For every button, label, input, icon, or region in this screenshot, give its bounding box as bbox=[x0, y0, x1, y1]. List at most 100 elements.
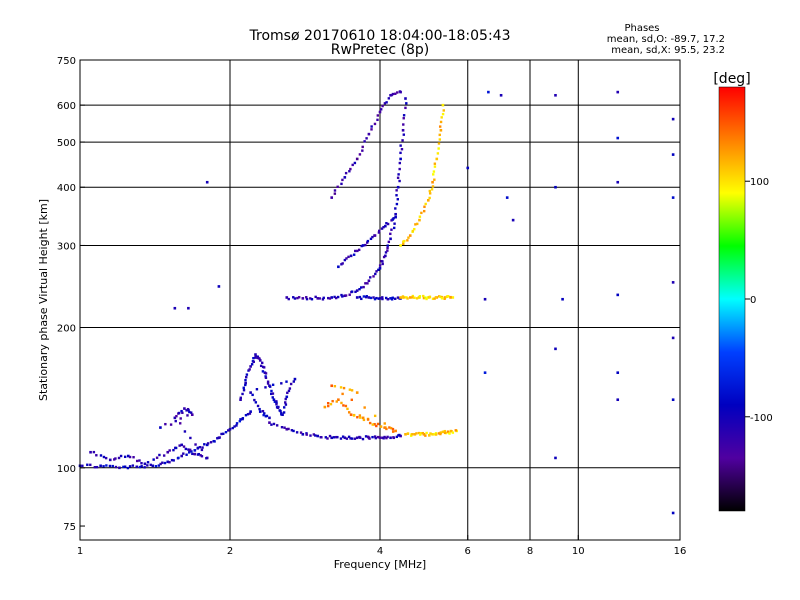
data-point bbox=[381, 436, 384, 439]
data-point bbox=[355, 391, 359, 394]
data-point bbox=[335, 400, 338, 403]
data-point bbox=[305, 432, 308, 435]
data-point bbox=[184, 447, 188, 451]
data-point bbox=[105, 464, 108, 467]
data-point bbox=[415, 297, 419, 300]
data-point bbox=[348, 170, 351, 173]
x-tick-label: 4 bbox=[377, 546, 383, 557]
data-point bbox=[337, 398, 340, 402]
data-point bbox=[270, 423, 273, 426]
data-point bbox=[264, 372, 268, 375]
data-point bbox=[309, 434, 312, 437]
data-point bbox=[428, 295, 432, 298]
data-point bbox=[402, 117, 405, 120]
data-point bbox=[397, 173, 400, 176]
data-point bbox=[332, 436, 336, 439]
data-point bbox=[440, 295, 444, 299]
colorbar-tick-label: 100 bbox=[750, 177, 769, 188]
data-point bbox=[188, 410, 191, 414]
data-point bbox=[123, 465, 127, 468]
data-point bbox=[448, 432, 451, 435]
data-point bbox=[280, 413, 283, 416]
data-point bbox=[292, 429, 295, 433]
data-point bbox=[350, 389, 354, 392]
data-point bbox=[99, 454, 103, 457]
data-point bbox=[159, 462, 162, 466]
data-point bbox=[437, 142, 441, 145]
data-point bbox=[200, 448, 204, 452]
data-point bbox=[334, 296, 338, 300]
data-point bbox=[265, 414, 269, 418]
data-point bbox=[322, 296, 325, 300]
data-point bbox=[364, 282, 367, 285]
data-point bbox=[194, 443, 197, 446]
data-point bbox=[671, 281, 675, 284]
data-point bbox=[343, 176, 347, 179]
data-point bbox=[268, 421, 271, 424]
data-point bbox=[310, 298, 314, 301]
data-point bbox=[410, 434, 413, 437]
data-point bbox=[337, 265, 340, 269]
data-point bbox=[271, 396, 274, 399]
data-point bbox=[561, 297, 564, 301]
data-point bbox=[356, 416, 359, 419]
data-point bbox=[375, 270, 378, 273]
data-point bbox=[376, 422, 380, 426]
data-point bbox=[256, 404, 260, 408]
y-tick-label: 400 bbox=[57, 183, 76, 194]
data-point bbox=[185, 409, 188, 412]
x-tick-label: 8 bbox=[527, 546, 533, 557]
data-point bbox=[362, 418, 366, 422]
data-point bbox=[186, 414, 189, 417]
data-point bbox=[671, 511, 675, 515]
data-point bbox=[381, 260, 384, 263]
data-point bbox=[428, 189, 431, 193]
data-point bbox=[343, 294, 347, 298]
data-point bbox=[394, 212, 397, 216]
data-point bbox=[316, 434, 320, 438]
data-point bbox=[353, 161, 357, 165]
data-point bbox=[419, 432, 423, 435]
data-point bbox=[135, 465, 139, 469]
data-point bbox=[387, 240, 391, 244]
data-point bbox=[413, 296, 416, 299]
data-point bbox=[378, 264, 382, 267]
data-point bbox=[358, 287, 361, 291]
x-tick-label: 16 bbox=[674, 546, 687, 557]
stats-line-o: mean, sd,O: -89.7, 17.2 bbox=[607, 34, 725, 45]
data-point bbox=[188, 448, 192, 451]
data-point bbox=[216, 437, 219, 440]
colorbar bbox=[718, 86, 746, 512]
data-point bbox=[258, 357, 261, 360]
data-point bbox=[399, 157, 402, 161]
data-point bbox=[249, 365, 252, 368]
data-point bbox=[341, 295, 344, 298]
data-point bbox=[151, 464, 155, 468]
data-point bbox=[343, 258, 347, 262]
data-point bbox=[199, 454, 202, 457]
data-point bbox=[554, 93, 557, 97]
data-point bbox=[450, 430, 453, 433]
data-point bbox=[402, 242, 405, 246]
data-point bbox=[402, 123, 405, 126]
data-point bbox=[328, 297, 332, 300]
data-point bbox=[430, 188, 434, 191]
data-point bbox=[451, 296, 455, 299]
data-point bbox=[228, 427, 232, 431]
data-point bbox=[367, 132, 371, 136]
data-point bbox=[364, 243, 367, 247]
data-point bbox=[554, 456, 557, 460]
data-point bbox=[282, 411, 286, 414]
data-point bbox=[671, 196, 675, 199]
data-point bbox=[382, 437, 385, 440]
data-point bbox=[135, 459, 139, 463]
data-point bbox=[285, 427, 289, 431]
data-point bbox=[371, 235, 374, 239]
data-point bbox=[330, 384, 334, 388]
data-point bbox=[275, 401, 278, 404]
data-point bbox=[418, 215, 422, 218]
data-point bbox=[102, 465, 105, 468]
data-point bbox=[398, 90, 402, 93]
y-tick-label: 300 bbox=[57, 241, 76, 252]
data-point bbox=[187, 409, 190, 412]
